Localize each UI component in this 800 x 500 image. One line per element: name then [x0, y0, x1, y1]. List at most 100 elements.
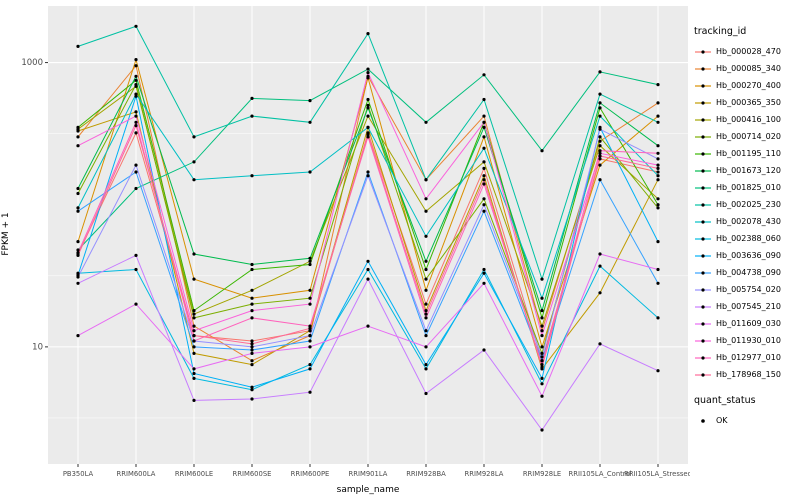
data-point: [598, 114, 602, 118]
data-point: [656, 267, 660, 272]
data-point: [134, 131, 138, 135]
data-point: [76, 240, 80, 244]
data-point: [540, 351, 544, 355]
data-point: [250, 309, 254, 313]
legend-item-label: OK: [716, 416, 728, 425]
legend-item-label: Hb_001825_010: [716, 183, 781, 192]
data-point: [308, 288, 312, 292]
data-point: [598, 106, 602, 110]
legend-item-Hb_004738_090: Hb_004738_090: [694, 264, 800, 281]
data-point: [250, 385, 254, 389]
legend-key-icon: [695, 185, 711, 190]
legend-key-icon: [695, 134, 711, 139]
data-point: [598, 101, 602, 105]
data-point: [134, 24, 138, 28]
data-point: [76, 281, 80, 285]
data-point: [424, 316, 428, 320]
data-point: [134, 78, 138, 82]
data-point: [76, 144, 80, 148]
data-point: [250, 267, 254, 272]
legend-item-Hb_000085_340: Hb_000085_340: [694, 60, 800, 77]
data-point: [598, 144, 602, 148]
data-point: [540, 277, 544, 281]
legend-item-label: Hb_005754_020: [716, 285, 781, 294]
data-point: [134, 110, 138, 114]
legend-key-icon: [695, 66, 711, 71]
x-tick-label: RRIM928LA: [465, 470, 504, 478]
legend-item-label: Hb_012977_010: [716, 353, 781, 362]
data-point: [250, 363, 254, 367]
data-point: [482, 281, 486, 285]
data-point: [366, 277, 370, 281]
data-point: [598, 157, 602, 161]
data-point: [482, 174, 486, 178]
legend-key-icon: [695, 287, 711, 292]
legend-key-icon: [695, 151, 711, 156]
data-point: [76, 125, 80, 129]
data-point: [424, 312, 428, 316]
data-point: [656, 203, 660, 207]
data-point: [656, 178, 660, 182]
data-point: [308, 339, 312, 343]
legend-item-Hb_000270_400: Hb_000270_400: [694, 77, 800, 94]
y-tick-label: 10: [32, 342, 43, 352]
data-point: [598, 139, 602, 143]
x-tick-label: RRIM600LA: [117, 470, 156, 478]
data-point: [76, 206, 80, 210]
data-point: [656, 240, 660, 244]
data-point: [76, 135, 80, 139]
data-point: [250, 316, 254, 320]
data-point: [540, 329, 544, 333]
data-point: [366, 97, 370, 102]
data-point: [540, 149, 544, 153]
x-tick-label: RRII105LA_Control: [569, 470, 632, 478]
legend-key-icon: [695, 168, 711, 173]
data-point: [250, 339, 254, 343]
data-point: [540, 363, 544, 367]
data-point: [192, 367, 196, 371]
data-point: [482, 146, 486, 150]
data-point: [540, 365, 544, 369]
legend-item-Hb_003636_090: Hb_003636_090: [694, 247, 800, 264]
data-point: [598, 135, 602, 139]
x-tick-label: PB350LA: [63, 470, 94, 478]
data-point: [192, 324, 196, 328]
data-point: [308, 99, 312, 103]
data-point: [366, 71, 370, 75]
data-point: [134, 114, 138, 118]
data-point: [656, 369, 660, 373]
data-point: [134, 74, 138, 78]
x-tick-label: RRIM928LE: [523, 470, 561, 478]
data-point: [250, 351, 254, 355]
legend-item-label: Hb_002078_430: [716, 217, 781, 226]
data-point: [76, 44, 80, 49]
x-tick-label: RRIM600SE: [233, 470, 272, 478]
data-point: [366, 125, 370, 129]
data-point: [482, 73, 486, 77]
data-point: [76, 209, 80, 213]
plot-panel-area: 10 1000 PB350LA RRIM600LA RRIM600LE RRIM600SE…: [1, 6, 692, 495]
data-point: [598, 92, 602, 96]
data-point: [540, 309, 544, 313]
data-point: [134, 64, 138, 68]
data-point: [656, 144, 660, 148]
legend-item-label: Hb_011609_030: [716, 319, 781, 328]
data-point: [598, 291, 602, 295]
data-point: [192, 277, 196, 281]
data-point: [76, 186, 80, 191]
legend-tracking-items: Hb_000028_470 Hb_000085_340 Hb_000270_400 H…: [694, 43, 800, 383]
data-point: [656, 206, 660, 210]
legend-key-icon: [695, 355, 711, 360]
legend-key-icon: [695, 338, 711, 343]
legend-item-label: Hb_178968_150: [716, 370, 781, 379]
data-point: [308, 296, 312, 300]
data-point: [192, 252, 196, 256]
data-point: [192, 135, 196, 139]
data-point: [250, 96, 254, 100]
data-point: [656, 151, 660, 155]
data-point: [308, 363, 312, 367]
data-point: [540, 359, 544, 363]
data-point: [540, 334, 544, 338]
legend-item-Hb_000714_020: Hb_000714_020: [694, 128, 800, 145]
